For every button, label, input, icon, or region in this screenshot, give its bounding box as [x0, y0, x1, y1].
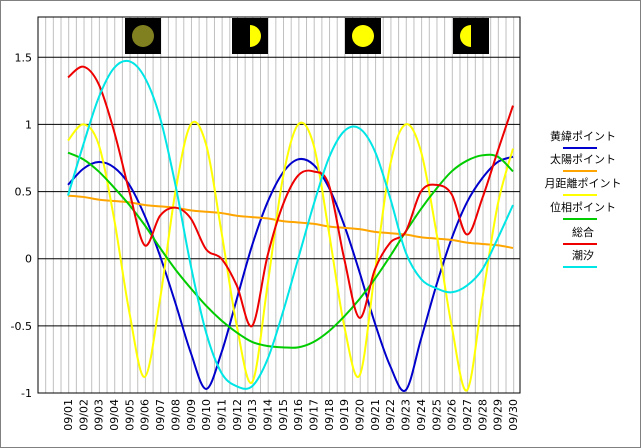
x-tick-label: 09/15: [277, 399, 290, 431]
x-tick-label: 09/07: [154, 399, 167, 431]
legend-label: 位相ポイント: [550, 200, 616, 214]
x-tick-label: 09/17: [308, 399, 321, 431]
x-tick-label: 09/24: [415, 399, 428, 431]
x-tick-label: 09/22: [384, 399, 397, 431]
first-quarter: [250, 25, 261, 47]
x-tick-label: 09/14: [261, 399, 274, 431]
x-tick-label: 09/20: [354, 399, 367, 431]
x-tick-label: 09/21: [369, 399, 382, 431]
x-tick-label: 09/13: [246, 399, 259, 431]
x-tick-label: 09/18: [323, 399, 336, 431]
legend-label: 太陽ポイント: [550, 153, 616, 166]
x-tick-label: 09/23: [400, 399, 413, 431]
series-line: [67, 59, 514, 390]
legend-label: 月距離ポイント: [545, 176, 622, 190]
x-tick-label: 09/06: [139, 399, 152, 431]
x-tick-label: 09/08: [169, 399, 182, 431]
y-tick-label: 0: [25, 253, 32, 266]
series-line: [67, 155, 514, 393]
x-tick-label: 09/05: [123, 399, 136, 431]
x-tick-label: 09/27: [461, 399, 474, 431]
series-line: [67, 151, 514, 349]
y-tick-label: -0.5: [11, 320, 32, 333]
moon-icons: [125, 18, 489, 54]
x-tick-label: 09/03: [93, 399, 106, 431]
plot-border: [37, 16, 521, 394]
legend-label: 潮汐: [572, 248, 594, 262]
legend-label: 総合: [572, 225, 594, 239]
x-tick-label: 09/01: [62, 399, 75, 431]
x-tick-label: 09/30: [507, 399, 520, 431]
full-moon: [352, 25, 374, 47]
x-tick-label: 09/09: [185, 399, 198, 431]
legend-label: 黄緯ポイント: [550, 129, 616, 143]
x-tick-label: 09/25: [430, 399, 443, 431]
x-tick-label: 09/19: [338, 399, 351, 431]
x-tick-label: 09/12: [231, 399, 244, 431]
new-moon: [132, 25, 154, 47]
y-tick-label: 1.5: [15, 51, 33, 64]
x-tick-label: 09/16: [292, 399, 305, 431]
y-tick-label: 0.5: [15, 186, 33, 199]
x-tick-label: 09/28: [476, 399, 489, 431]
x-tick-label: 09/10: [200, 399, 213, 431]
x-tick-label: 09/04: [108, 399, 121, 431]
x-tick-label: 09/02: [77, 399, 90, 431]
series-line: [67, 120, 514, 392]
y-tick-label: -1: [21, 387, 32, 400]
x-tick-label: 09/26: [446, 399, 459, 431]
last-quarter: [460, 25, 471, 47]
x-tick-label: 09/11: [215, 399, 228, 431]
series-line: [67, 65, 514, 327]
x-tick-label: 09/29: [492, 399, 505, 431]
y-tick-label: 1: [25, 118, 32, 131]
